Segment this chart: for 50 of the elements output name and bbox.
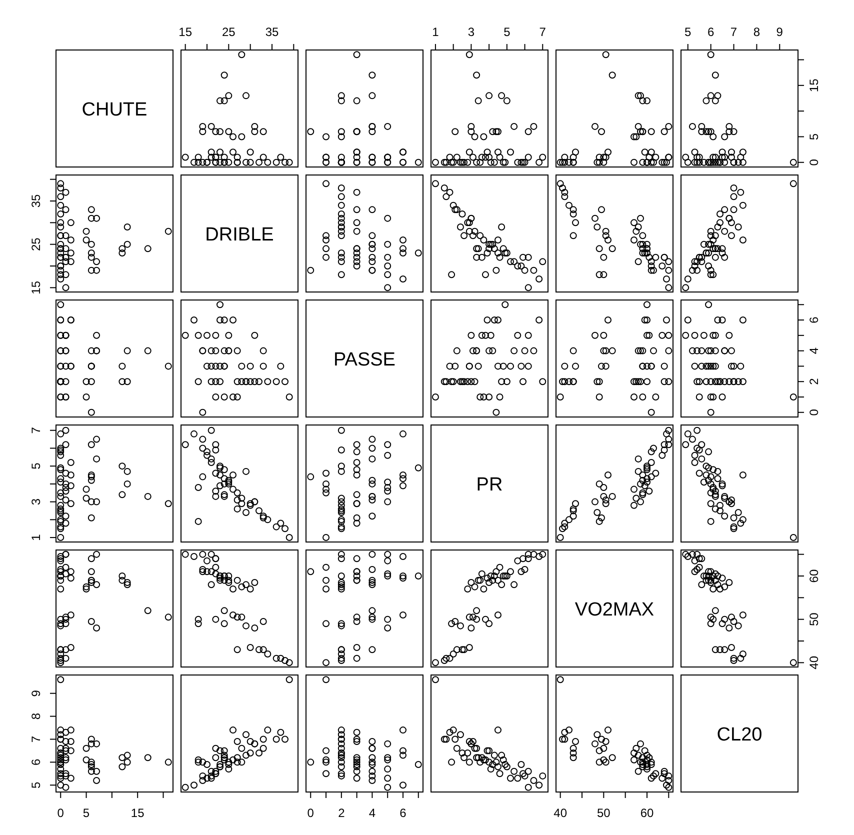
x-tick-label: 2	[338, 806, 346, 820]
y-tick-label: 5	[29, 781, 43, 788]
y-tick-label: 2	[807, 378, 821, 385]
y-tick-label: 25	[29, 237, 43, 252]
x-tick-label: 15	[130, 806, 145, 820]
x-tick-label: 8	[753, 25, 760, 39]
text: PASSE	[334, 350, 396, 370]
text: VO2MAX	[574, 600, 654, 620]
y-tick-label: 8	[29, 712, 43, 720]
y-tick-label: 6	[807, 316, 821, 324]
x-tick-label: 40	[554, 806, 568, 820]
x-tick-label: 50	[596, 806, 611, 820]
x-tick-label: 4	[368, 806, 376, 820]
text: CHUTE	[82, 100, 148, 120]
y-tick-label: 5	[807, 133, 821, 140]
text: CL20	[716, 724, 762, 746]
x-tick-label: 0	[57, 806, 64, 820]
x-tick-label: 60	[640, 806, 654, 820]
x-tick-label: 6	[707, 25, 714, 39]
x-tick-label: 25	[222, 25, 236, 39]
y-tick-label: 9	[29, 690, 43, 697]
x-tick-label: 15	[178, 25, 192, 39]
y-tick-label: 6	[29, 758, 43, 766]
text: PR	[476, 474, 503, 496]
x-tick-label: 5	[82, 806, 90, 820]
y-tick-label: 4	[807, 347, 821, 354]
x-tick-label: 35	[265, 25, 279, 39]
x-tick-label: 7	[539, 25, 546, 39]
x-tick-label: 1	[432, 25, 440, 39]
y-tick-label: 0	[807, 158, 821, 166]
y-tick-label: 60	[807, 569, 821, 583]
y-tick-label: 15	[807, 78, 821, 92]
x-tick-label: 0	[307, 806, 314, 820]
x-tick-label: 5	[684, 25, 692, 39]
y-tick-label: 15	[29, 280, 43, 294]
y-tick-label: 5	[29, 462, 43, 470]
y-tick-label: 40	[807, 656, 821, 670]
y-tick-label: 50	[807, 612, 821, 626]
x-tick-label: 3	[468, 25, 475, 39]
text: DRIBLE	[205, 224, 274, 246]
x-tick-label: 5	[504, 25, 511, 39]
y-tick-label: 0	[807, 408, 821, 416]
y-tick-label: 1	[29, 534, 43, 541]
x-tick-label: 9	[776, 25, 784, 39]
x-tick-label: 6	[400, 806, 407, 820]
y-tick-label: 7	[29, 736, 43, 743]
x-tick-label: 7	[730, 25, 738, 39]
y-tick-label: 3	[29, 498, 43, 506]
y-tick-label: 7	[29, 426, 43, 434]
y-tick-label: 35	[29, 194, 43, 208]
